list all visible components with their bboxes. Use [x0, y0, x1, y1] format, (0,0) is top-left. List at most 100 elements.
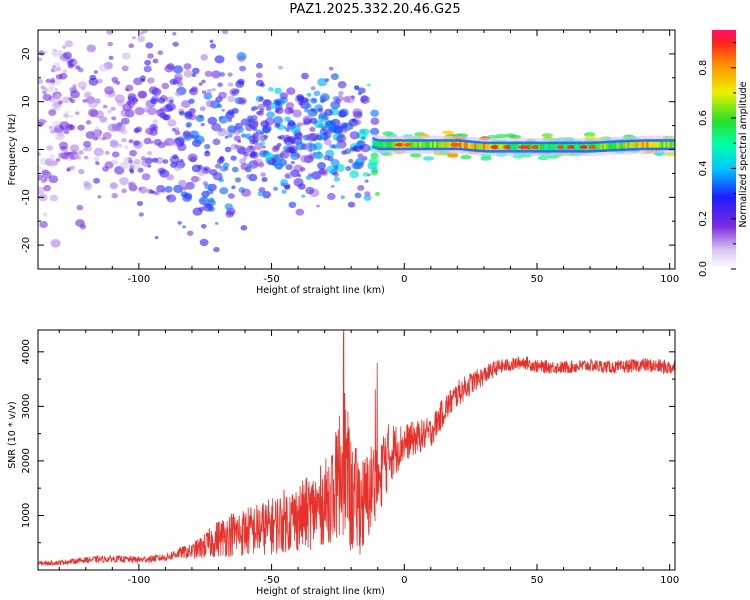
heatmap-cell [166, 194, 177, 203]
heatmap-cell [281, 189, 287, 194]
heatmap-cell [370, 152, 379, 159]
heatmap-cell [154, 236, 159, 240]
heatmap-cell [565, 144, 568, 151]
heatmap-cell [204, 70, 213, 77]
heatmap-cell [311, 171, 322, 180]
heatmap-cell [353, 111, 363, 119]
heatmap-cell [63, 129, 70, 135]
heatmap-cell [256, 62, 263, 69]
heatmap-cell [650, 141, 653, 148]
heatmap-cell [62, 45, 67, 49]
heatmap-cell [177, 81, 184, 87]
heatmap-cell [160, 95, 168, 102]
heatmap-cell [482, 144, 486, 150]
heatmap-cell [151, 157, 159, 163]
heatmap-cell [351, 161, 361, 170]
heatmap-cell [201, 199, 206, 203]
heatmap-cell [240, 163, 249, 171]
heatmap-cell [218, 115, 228, 124]
heatmap-cell [194, 135, 205, 144]
heatmap-cell [111, 159, 119, 166]
heatmap-cell [563, 144, 566, 151]
heatmap-cell [106, 30, 114, 35]
heatmap-cell [442, 141, 445, 148]
heatmap-cell [88, 77, 99, 86]
heatmap-cell [304, 118, 309, 122]
heatmap-cell [364, 179, 369, 183]
heatmap-cell [576, 144, 579, 151]
heatmap-cell [307, 108, 318, 117]
heatmap-cell [128, 139, 134, 144]
snr-y-tick-label: 2000 [21, 448, 32, 473]
heatmap-cell [212, 138, 221, 146]
snr-x-tick-label: 0 [401, 575, 407, 586]
heatmap-cell [42, 212, 48, 217]
heatmap-cell [370, 127, 380, 136]
heatmap-cell [380, 141, 384, 148]
heatmap-cell [250, 107, 256, 112]
heatmap-cell [83, 91, 92, 99]
heatmap-cell [54, 94, 62, 101]
heatmap-cell [211, 70, 221, 79]
heatmap-cell [55, 158, 61, 162]
heatmap-cell [266, 111, 275, 119]
heatmap-cell [360, 95, 370, 105]
heatmap-cell [173, 184, 184, 194]
heatmap-cell [93, 156, 100, 161]
heatmap-cell [552, 144, 556, 151]
heatmap-cell [104, 86, 115, 95]
heatmap-cell [255, 72, 263, 79]
spectrogram-y-tick-label: 10 [21, 95, 32, 108]
heatmap-cell [429, 141, 433, 148]
page-title: PAZ1.2025.332.20.46.G25 [289, 2, 461, 17]
heatmap-cell [280, 178, 288, 186]
heatmap-cell [616, 142, 619, 149]
heatmap-cell [618, 142, 622, 149]
heatmap-cell [671, 141, 675, 148]
heatmap-cell [323, 132, 332, 139]
heatmap-cell [188, 98, 195, 104]
heatmap-cell [121, 117, 130, 125]
heatmap-cell [312, 137, 317, 142]
heatmap-cell [206, 188, 214, 195]
heatmap-cell [43, 178, 48, 182]
heatmap-cell [147, 77, 155, 84]
heatmap-cell [133, 77, 143, 86]
heatmap-cell [43, 184, 51, 192]
heatmap-cell [633, 142, 636, 149]
heatmap-cell [295, 153, 301, 158]
heatmap-cell [546, 144, 549, 151]
snr-axes-frame [37, 329, 676, 571]
heatmap-cell [240, 133, 247, 138]
heatmap-cell [121, 188, 127, 194]
heatmap-cell [167, 119, 177, 127]
heatmap-cell [128, 43, 135, 48]
heatmap-cell [123, 156, 131, 163]
heatmap-cell [189, 156, 197, 163]
heatmap-cell [427, 141, 430, 148]
heatmap-cell [642, 141, 645, 148]
heatmap-cell [50, 68, 55, 73]
snr-x-tick-label: -50 [263, 575, 279, 586]
heatmap-cell [211, 20, 216, 24]
heatmap-cell [249, 153, 255, 158]
heatmap-cell [262, 145, 266, 149]
heatmap-cell [204, 143, 211, 150]
heatmap-cell [436, 141, 439, 148]
heatmap-cell [255, 79, 264, 87]
heatmap-cell [98, 63, 109, 72]
heatmap-cell [101, 136, 106, 141]
heatmap-cell [77, 67, 84, 73]
heatmap-cell [230, 143, 238, 150]
heatmap-cell [63, 51, 72, 60]
heatmap-cell [131, 36, 136, 40]
heatmap-cell [147, 151, 153, 156]
heatmap-cell [478, 143, 481, 150]
heatmap-cell [476, 143, 479, 150]
heatmap-cell [213, 246, 220, 253]
heatmap-cell [150, 11, 159, 18]
heatmap-cell [206, 88, 213, 94]
snr-y-tick-label: 4000 [21, 339, 32, 364]
snr-y-tick-label: 1000 [21, 503, 32, 528]
heatmap-cell [614, 142, 617, 149]
